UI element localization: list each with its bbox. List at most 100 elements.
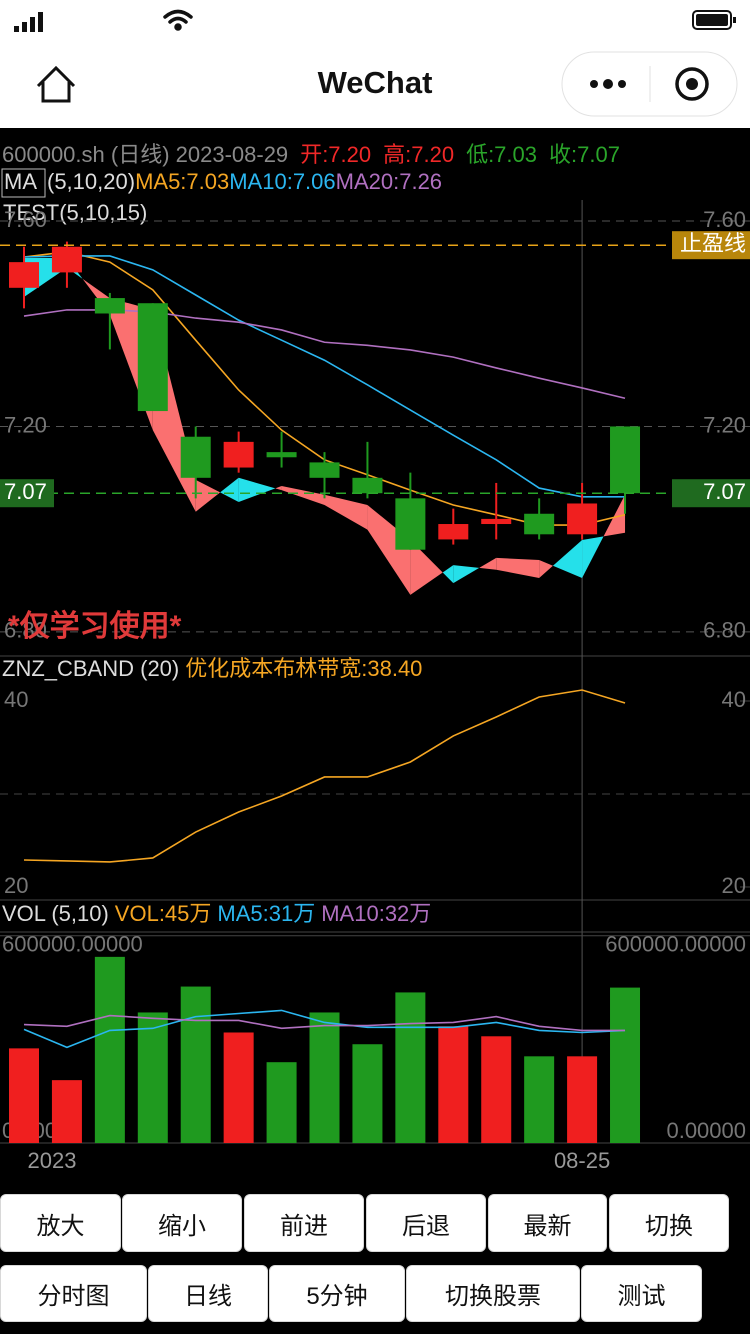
volume-bar	[137, 1012, 168, 1143]
price-line-tag	[672, 479, 750, 508]
indicator-params: (5,10,20)	[47, 169, 135, 194]
current-volume: VOL:45万	[115, 901, 212, 926]
header-item: 低:7.03	[466, 142, 537, 167]
volume-bar	[481, 1036, 512, 1143]
volume-bar	[352, 1044, 383, 1143]
panel-title: ZNZ_CBAND (20)	[2, 656, 179, 681]
candle-body	[438, 524, 469, 540]
y-tick-label: 40	[4, 687, 28, 712]
cband-legend: ZNZ_CBAND (20) 优化成本布林带宽:38.40	[2, 656, 422, 681]
button[interactable]: 缩小	[122, 1194, 242, 1252]
volume-bar	[51, 1080, 82, 1143]
button[interactable]: 前进	[244, 1194, 364, 1252]
candle-body	[266, 452, 297, 458]
x-tick-label: 2023	[28, 1148, 77, 1173]
button[interactable]: 后退	[366, 1194, 486, 1252]
candle-body	[481, 518, 512, 525]
panel-title: VOL (5,10)	[2, 901, 109, 926]
volume-bar	[438, 1026, 469, 1143]
band-segment	[552, 539, 583, 578]
legend-entry: MA10:7.06	[229, 169, 335, 194]
button[interactable]: 切换	[609, 1194, 729, 1252]
band-segment	[479, 557, 497, 570]
y-tick-label: 600000.00000	[2, 932, 143, 957]
price-tag-label: 7.07	[4, 479, 47, 504]
y-tick-label: 7.60	[4, 207, 47, 232]
button[interactable]: 放大	[0, 1194, 121, 1252]
band-segment	[275, 486, 282, 491]
band-segment	[82, 278, 110, 316]
ma-box	[1, 168, 46, 198]
button[interactable]: 切换股票	[406, 1265, 580, 1322]
button[interactable]: 日线	[148, 1265, 268, 1322]
indicator-name: MA	[4, 169, 37, 194]
header-item: 开:7.20	[300, 142, 371, 167]
panel-borders	[0, 655, 750, 901]
y-tick-label: 0.00000	[666, 1118, 746, 1143]
volume-bar	[94, 956, 125, 1143]
capsule	[561, 51, 738, 117]
x-tick-label: 08-25	[554, 1148, 610, 1173]
band-segment	[367, 505, 411, 595]
candle-body	[51, 246, 82, 273]
wifi-icon	[163, 9, 193, 31]
main-legend: MA (5,10,20)MA5:7.03MA10:7.06MA20:7.26	[4, 169, 442, 194]
button[interactable]: 最新	[488, 1194, 607, 1252]
candle-body	[223, 441, 254, 468]
band-segment	[603, 494, 626, 537]
candle-body	[309, 462, 340, 478]
volume-bar	[395, 992, 426, 1143]
battery-icon	[692, 10, 736, 30]
volume-bar	[266, 1062, 297, 1143]
home-button[interactable]	[36, 65, 76, 103]
button[interactable]: 分时图	[0, 1265, 147, 1322]
header-item: 高:7.20	[383, 142, 454, 167]
y-tick-label: 7.60	[703, 207, 746, 232]
close-button[interactable]	[675, 67, 709, 101]
vol-ma-line	[23, 1009, 626, 1049]
legend-entry: MA5:7.03	[135, 169, 229, 194]
volume-bar	[567, 1056, 598, 1143]
candle-body	[9, 262, 39, 288]
candle-body	[94, 298, 125, 314]
nav-title: WeChat	[318, 65, 433, 100]
header-info: 600000.sh (日线) 2023-08-29 开:7.20 高:7.20 低:7…	[2, 142, 620, 167]
ma-line	[23, 255, 626, 498]
vol-ma-line	[23, 1014, 626, 1032]
cband-line	[23, 689, 626, 863]
candle-body	[180, 436, 211, 478]
header-item: 收:7.07	[549, 142, 620, 167]
legend-entry: 优化成本布林带宽:38.40	[185, 656, 422, 681]
candle-body	[567, 503, 598, 535]
vol-legend: VOL (5,10) VOL:45万 MA5:31万 MA10:32万	[2, 901, 431, 926]
price-line-label: 7.07	[703, 479, 746, 504]
y-tick-label: 7.20	[703, 412, 746, 437]
legend-entry: MA20:7.26	[336, 169, 442, 194]
more-button[interactable]	[590, 79, 626, 89]
y-tick-label: 40	[722, 687, 746, 712]
band-segment	[324, 494, 368, 530]
volume-bar	[180, 986, 211, 1143]
band-segment	[453, 565, 480, 584]
y-tick-label: 20	[722, 873, 746, 898]
y-tick-label: 600000.00000	[605, 932, 746, 957]
target-line-label: 止盈线	[680, 231, 746, 256]
volume-bar	[223, 1032, 254, 1143]
header-item: 600000.sh (日线) 2023-08-29	[2, 142, 288, 167]
candle-body	[395, 498, 426, 550]
volume-bar	[9, 1048, 39, 1143]
button[interactable]: 5分钟	[269, 1265, 405, 1322]
candle-body	[524, 513, 555, 535]
y-tick-label: 6.80	[703, 618, 746, 643]
y-tick-label: 6.80	[4, 618, 47, 643]
band-segment	[220, 477, 239, 502]
volume-bar	[309, 1012, 340, 1143]
price-tag	[0, 479, 54, 508]
band-segment	[539, 559, 553, 578]
candle-body	[352, 477, 383, 494]
legend-entry: MA10:32万	[321, 901, 431, 926]
watermark: *仅学习使用*	[8, 609, 182, 643]
button[interactable]: 测试	[581, 1265, 702, 1322]
volume-bar	[524, 1056, 555, 1143]
